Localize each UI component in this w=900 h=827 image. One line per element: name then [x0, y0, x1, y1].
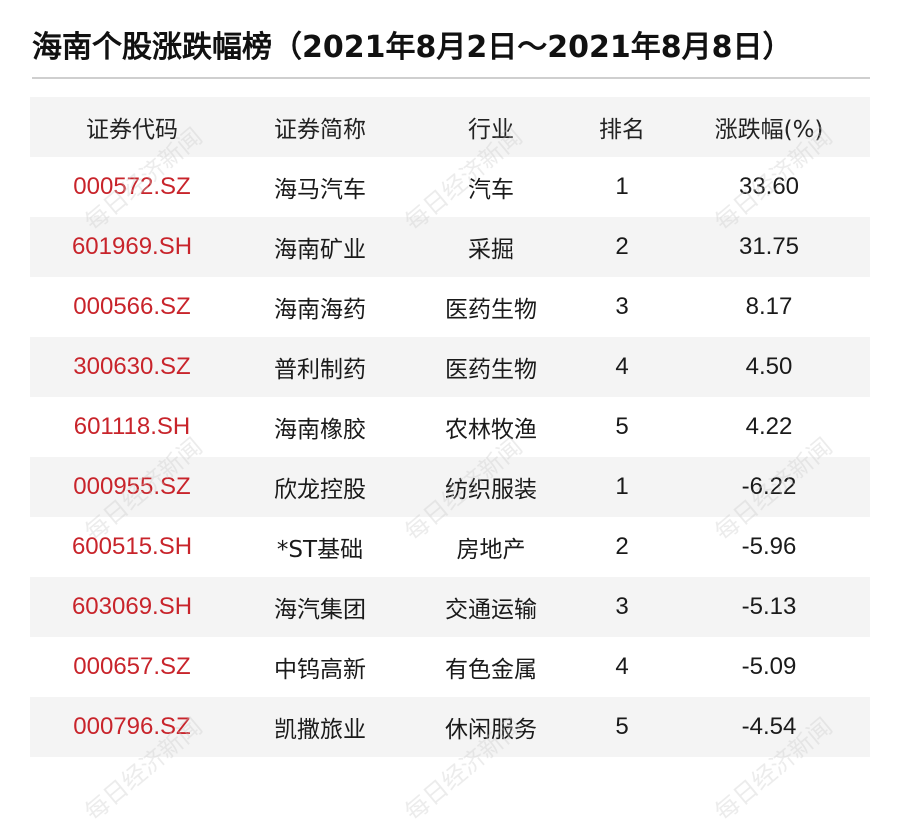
stock-name: 中钨高新 [274, 657, 366, 683]
stock-code: 000796.SZ [73, 713, 191, 740]
rank: 3 [615, 593, 629, 620]
rank: 4 [615, 653, 629, 680]
stock-name: 海南海药 [274, 297, 366, 323]
stock-code: 000572.SZ [73, 173, 191, 200]
page-title: 海南个股涨跌幅榜（2021年8月2日～2021年8月8日） [32, 30, 793, 65]
industry: 有色金属 [445, 657, 537, 683]
industry: 交通运输 [445, 597, 537, 623]
stock-name: 海马汽车 [274, 177, 366, 203]
header-change: 涨跌幅(%) [714, 117, 824, 143]
header-name: 证券简称 [274, 117, 366, 143]
table-header-row: 证券代码 证券简称 行业 排名 涨跌幅(%) [30, 97, 870, 157]
rank: 3 [615, 293, 629, 320]
stock-code: 000955.SZ [73, 473, 191, 500]
stock-name: 凯撒旅业 [274, 717, 366, 743]
header-industry: 行业 [468, 117, 514, 143]
change-percent: -6.22 [741, 473, 797, 500]
rank: 5 [615, 413, 629, 440]
change-percent: 33.60 [738, 173, 800, 200]
stock-code: 600515.SH [71, 533, 193, 560]
change-percent: 4.22 [745, 413, 793, 440]
industry: 汽车 [468, 177, 514, 203]
table-row: 000796.SZ 凯撒旅业 休闲服务 5 -4.54 [30, 697, 870, 757]
stock-name: 海汽集团 [274, 597, 366, 623]
change-percent: -5.96 [741, 533, 797, 560]
table-row: 300630.SZ 普利制药 医药生物 4 4.50 [30, 337, 870, 397]
table-row: 000955.SZ 欣龙控股 纺织服装 1 -6.22 [30, 457, 870, 517]
industry: 休闲服务 [445, 717, 537, 743]
table-row: 600515.SH *ST基础 房地产 2 -5.96 [30, 517, 870, 577]
industry: 房地产 [456, 537, 526, 563]
header-rank: 排名 [599, 117, 645, 143]
table-row: 000566.SZ 海南海药 医药生物 3 8.17 [30, 277, 870, 337]
industry: 纺织服装 [445, 477, 537, 503]
table-row: 603069.SH 海汽集团 交通运输 3 -5.13 [30, 577, 870, 637]
change-percent: 4.50 [745, 353, 793, 380]
stock-code: 000657.SZ [73, 653, 191, 680]
stock-name: 海南矿业 [274, 237, 366, 263]
header-code: 证券代码 [86, 117, 178, 143]
rank: 2 [615, 233, 629, 260]
table-row: 000572.SZ 海马汽车 汽车 1 33.60 [30, 157, 870, 217]
change-percent: 31.75 [738, 233, 800, 260]
industry: 医药生物 [445, 357, 537, 383]
rank: 2 [615, 533, 629, 560]
stock-name: *ST基础 [276, 537, 364, 563]
change-percent: -5.09 [741, 653, 797, 680]
table-row: 601118.SH 海南橡胶 农林牧渔 5 4.22 [30, 397, 870, 457]
change-percent: -4.54 [741, 713, 797, 740]
rank: 4 [615, 353, 629, 380]
industry: 医药生物 [445, 297, 537, 323]
rank: 1 [615, 173, 629, 200]
stock-code: 000566.SZ [73, 293, 191, 320]
table-row: 000657.SZ 中钨高新 有色金属 4 -5.09 [30, 637, 870, 697]
industry: 采掘 [468, 237, 514, 263]
title-divider [32, 77, 870, 79]
stock-name: 普利制药 [274, 357, 366, 383]
stock-code: 601118.SH [73, 413, 191, 440]
rank: 5 [615, 713, 629, 740]
stock-table: 证券代码 证券简称 行业 排名 涨跌幅(%) 000572.SZ 海马汽车 汽车 1 3… [30, 97, 870, 757]
change-percent: -5.13 [741, 593, 797, 620]
table-row: 601969.SH 海南矿业 采掘 2 31.75 [30, 217, 870, 277]
rank: 1 [615, 473, 629, 500]
industry: 农林牧渔 [445, 417, 537, 443]
stock-code: 603069.SH [71, 593, 193, 620]
stock-code: 601969.SH [71, 233, 193, 260]
change-percent: 8.17 [745, 293, 793, 320]
stock-code: 300630.SZ [73, 353, 191, 380]
stock-name: 欣龙控股 [274, 477, 366, 503]
stock-name: 海南橡胶 [274, 417, 366, 443]
